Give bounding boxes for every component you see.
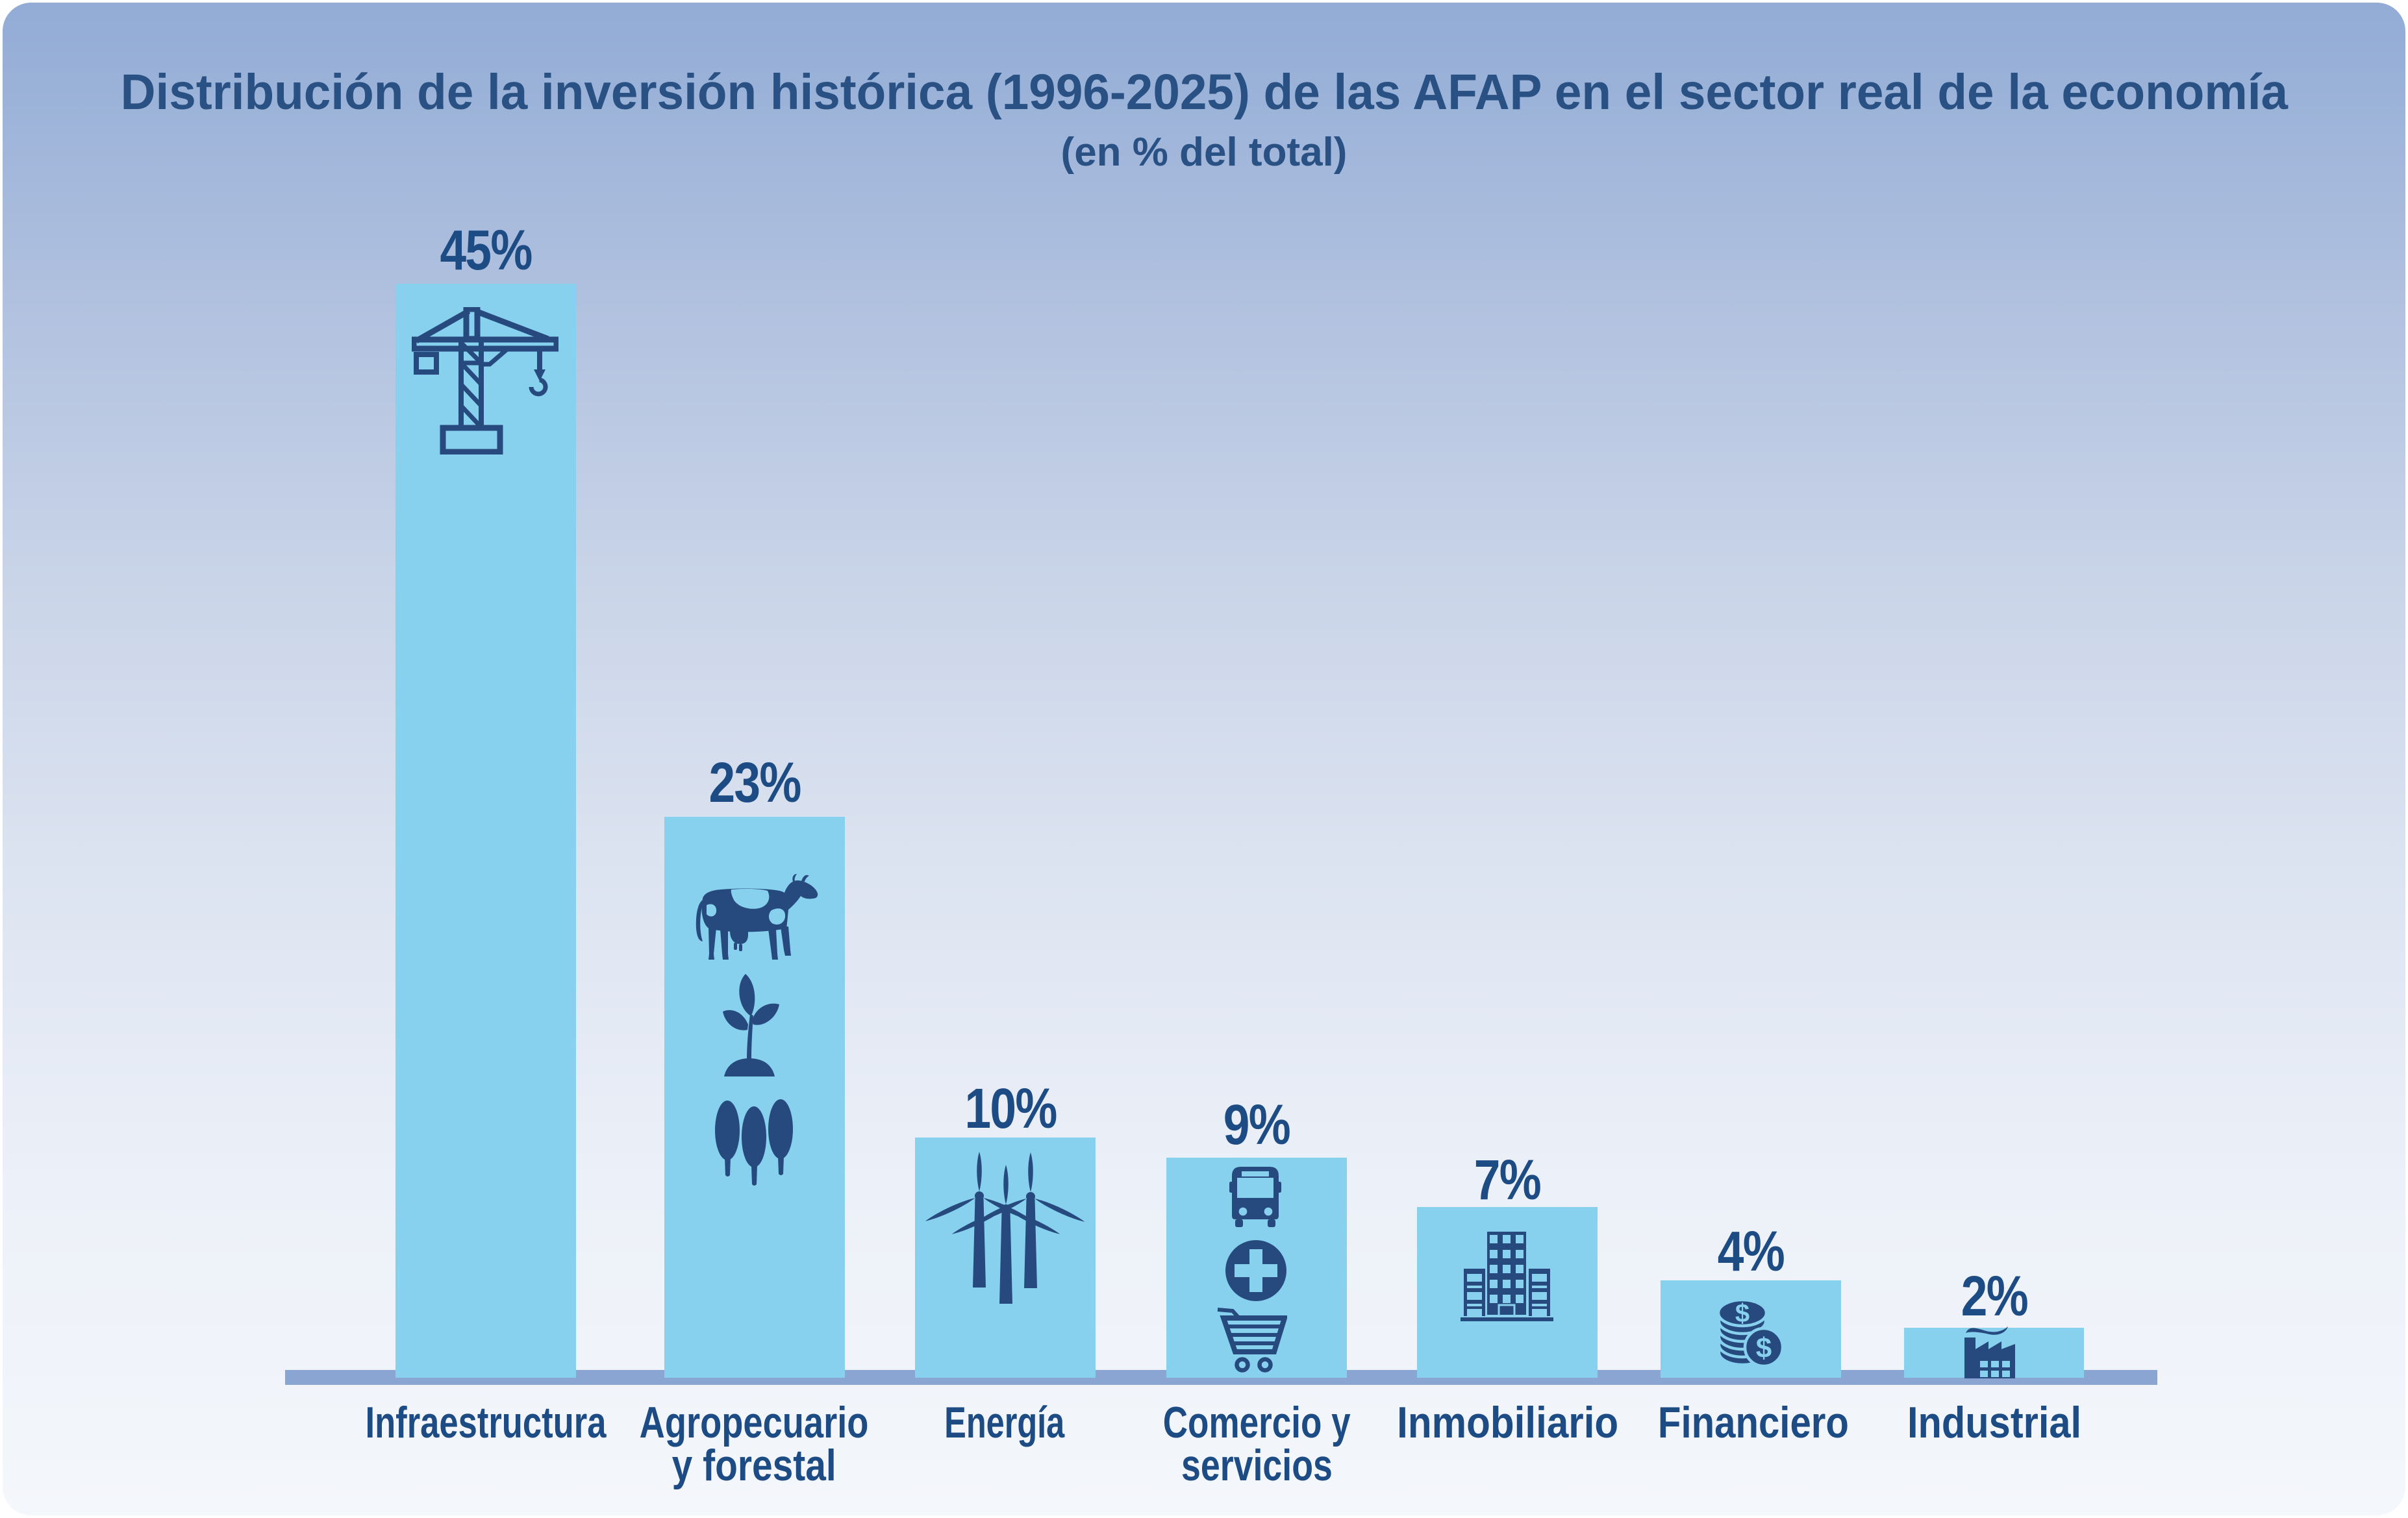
svg-text:$: $ — [1756, 1332, 1772, 1364]
svg-text:$: $ — [1735, 1300, 1750, 1328]
